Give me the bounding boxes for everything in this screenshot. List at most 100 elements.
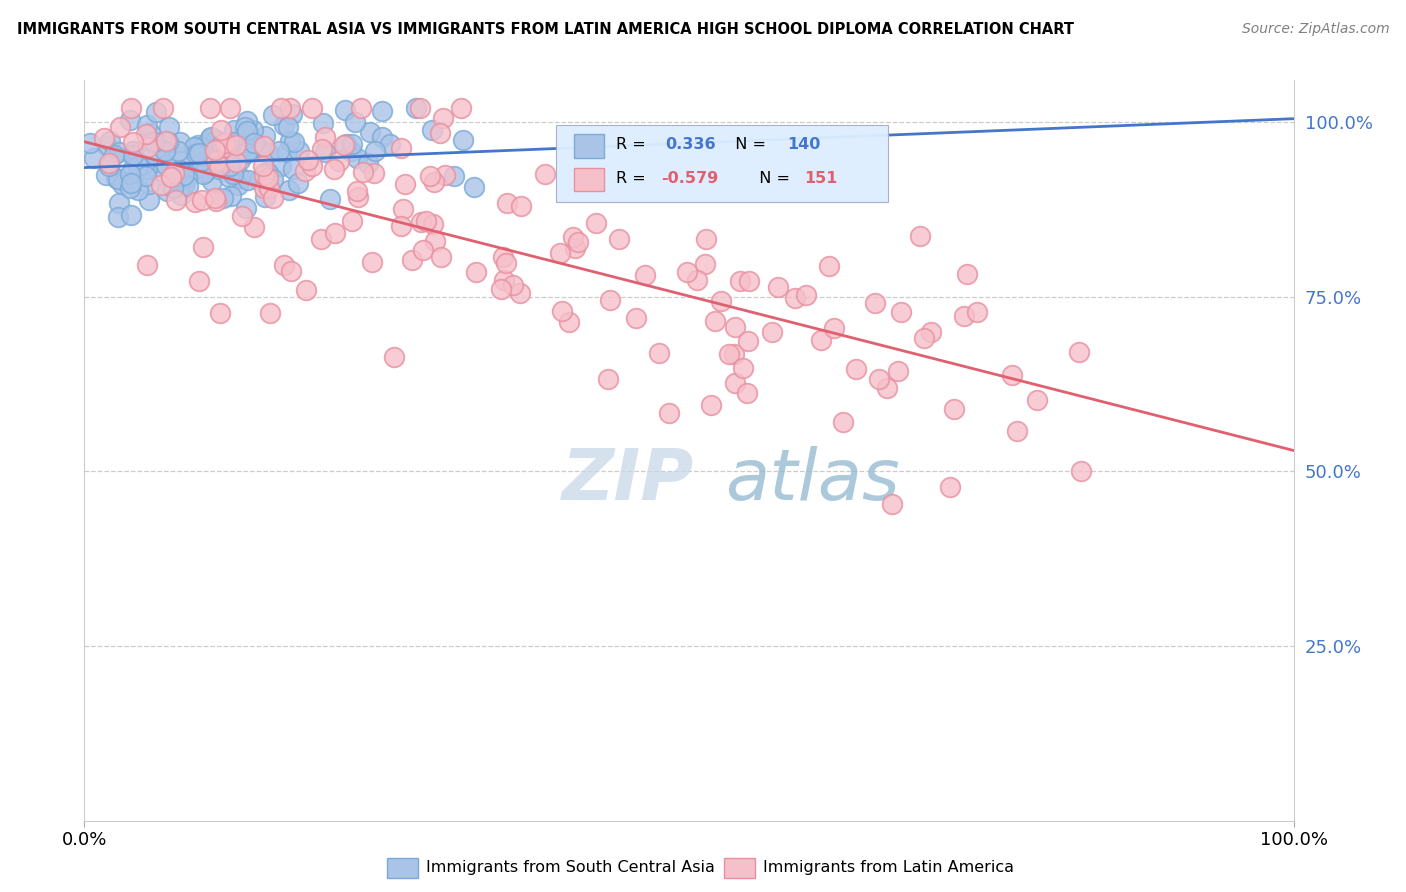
Point: [495, 256, 517, 270]
Point: [252, 138, 274, 153]
Point: [908, 229, 931, 244]
FancyBboxPatch shape: [555, 125, 889, 202]
Point: [273, 118, 295, 132]
Point: [120, 209, 142, 223]
Text: 140: 140: [787, 137, 820, 153]
Point: [280, 101, 302, 115]
Point: [378, 137, 401, 152]
Point: [198, 101, 221, 115]
Point: [392, 202, 415, 216]
Point: [218, 170, 240, 185]
Point: [112, 174, 135, 188]
Point: [818, 259, 841, 273]
Point: [120, 101, 142, 115]
Point: [952, 309, 974, 323]
Point: [169, 188, 191, 202]
Point: [226, 178, 249, 193]
Point: [723, 347, 745, 361]
Point: [823, 320, 845, 334]
Point: [183, 140, 205, 154]
Point: [340, 213, 363, 227]
Point: [110, 177, 132, 191]
Point: [832, 416, 855, 430]
Point: [215, 140, 238, 154]
Point: [343, 115, 366, 129]
Point: [236, 136, 259, 150]
Point: [138, 177, 160, 191]
Point: [419, 169, 441, 183]
Point: [156, 184, 179, 198]
Point: [184, 194, 207, 209]
Point: [127, 183, 149, 197]
Point: [141, 136, 163, 150]
Point: [607, 232, 630, 246]
Bar: [574, 168, 605, 191]
Point: [259, 306, 281, 320]
Point: [138, 193, 160, 207]
Point: [107, 210, 129, 224]
Point: [411, 215, 433, 229]
Point: [533, 167, 555, 181]
Text: IMMIGRANTS FROM SOUTH CENTRAL ASIA VS IMMIGRANTS FROM LATIN AMERICA HIGH SCHOOL : IMMIGRANTS FROM SOUTH CENTRAL ASIA VS IM…: [17, 22, 1074, 37]
Point: [314, 130, 336, 145]
Point: [363, 166, 385, 180]
Point: [1000, 368, 1022, 382]
Point: [204, 191, 226, 205]
Point: [187, 137, 209, 152]
Point: [153, 143, 176, 157]
Point: [262, 191, 284, 205]
Point: [247, 173, 270, 187]
Text: ZIP: ZIP: [562, 446, 695, 515]
Point: [118, 112, 141, 127]
Point: [464, 265, 486, 279]
Point: [253, 129, 276, 144]
Point: [191, 167, 214, 181]
Point: [98, 134, 121, 148]
Point: [281, 107, 304, 121]
Point: [335, 136, 357, 151]
Point: [492, 273, 515, 287]
Point: [370, 104, 392, 119]
Text: atlas: atlas: [725, 446, 900, 515]
Point: [157, 120, 180, 134]
Point: [319, 192, 342, 206]
Point: [737, 334, 759, 348]
Point: [209, 149, 232, 163]
Point: [252, 159, 274, 173]
Point: [723, 376, 745, 390]
Point: [876, 381, 898, 395]
Point: [97, 159, 120, 173]
Point: [361, 254, 384, 268]
Point: [389, 141, 412, 155]
Point: [222, 167, 245, 181]
Point: [939, 480, 962, 494]
Point: [294, 163, 316, 178]
Point: [108, 120, 131, 134]
Point: [94, 168, 117, 182]
Point: [450, 101, 472, 115]
Point: [730, 274, 752, 288]
Point: [136, 162, 159, 177]
Point: [346, 190, 368, 204]
Point: [890, 304, 912, 318]
Point: [1026, 392, 1049, 407]
Point: [219, 159, 242, 173]
Point: [943, 402, 966, 417]
Point: [191, 140, 214, 154]
Point: [183, 163, 205, 178]
Point: [153, 144, 176, 158]
Point: [97, 156, 120, 170]
Point: [235, 202, 257, 216]
Point: [254, 190, 277, 204]
Point: [198, 158, 221, 172]
Point: [430, 250, 453, 264]
Point: [221, 189, 243, 203]
Point: [561, 229, 583, 244]
Point: [340, 144, 363, 158]
Point: [122, 148, 145, 162]
Text: Immigrants from Latin America: Immigrants from Latin America: [763, 861, 1015, 875]
Point: [323, 226, 346, 240]
Point: [163, 166, 186, 180]
Text: R =: R =: [616, 170, 651, 186]
Point: [132, 157, 155, 171]
